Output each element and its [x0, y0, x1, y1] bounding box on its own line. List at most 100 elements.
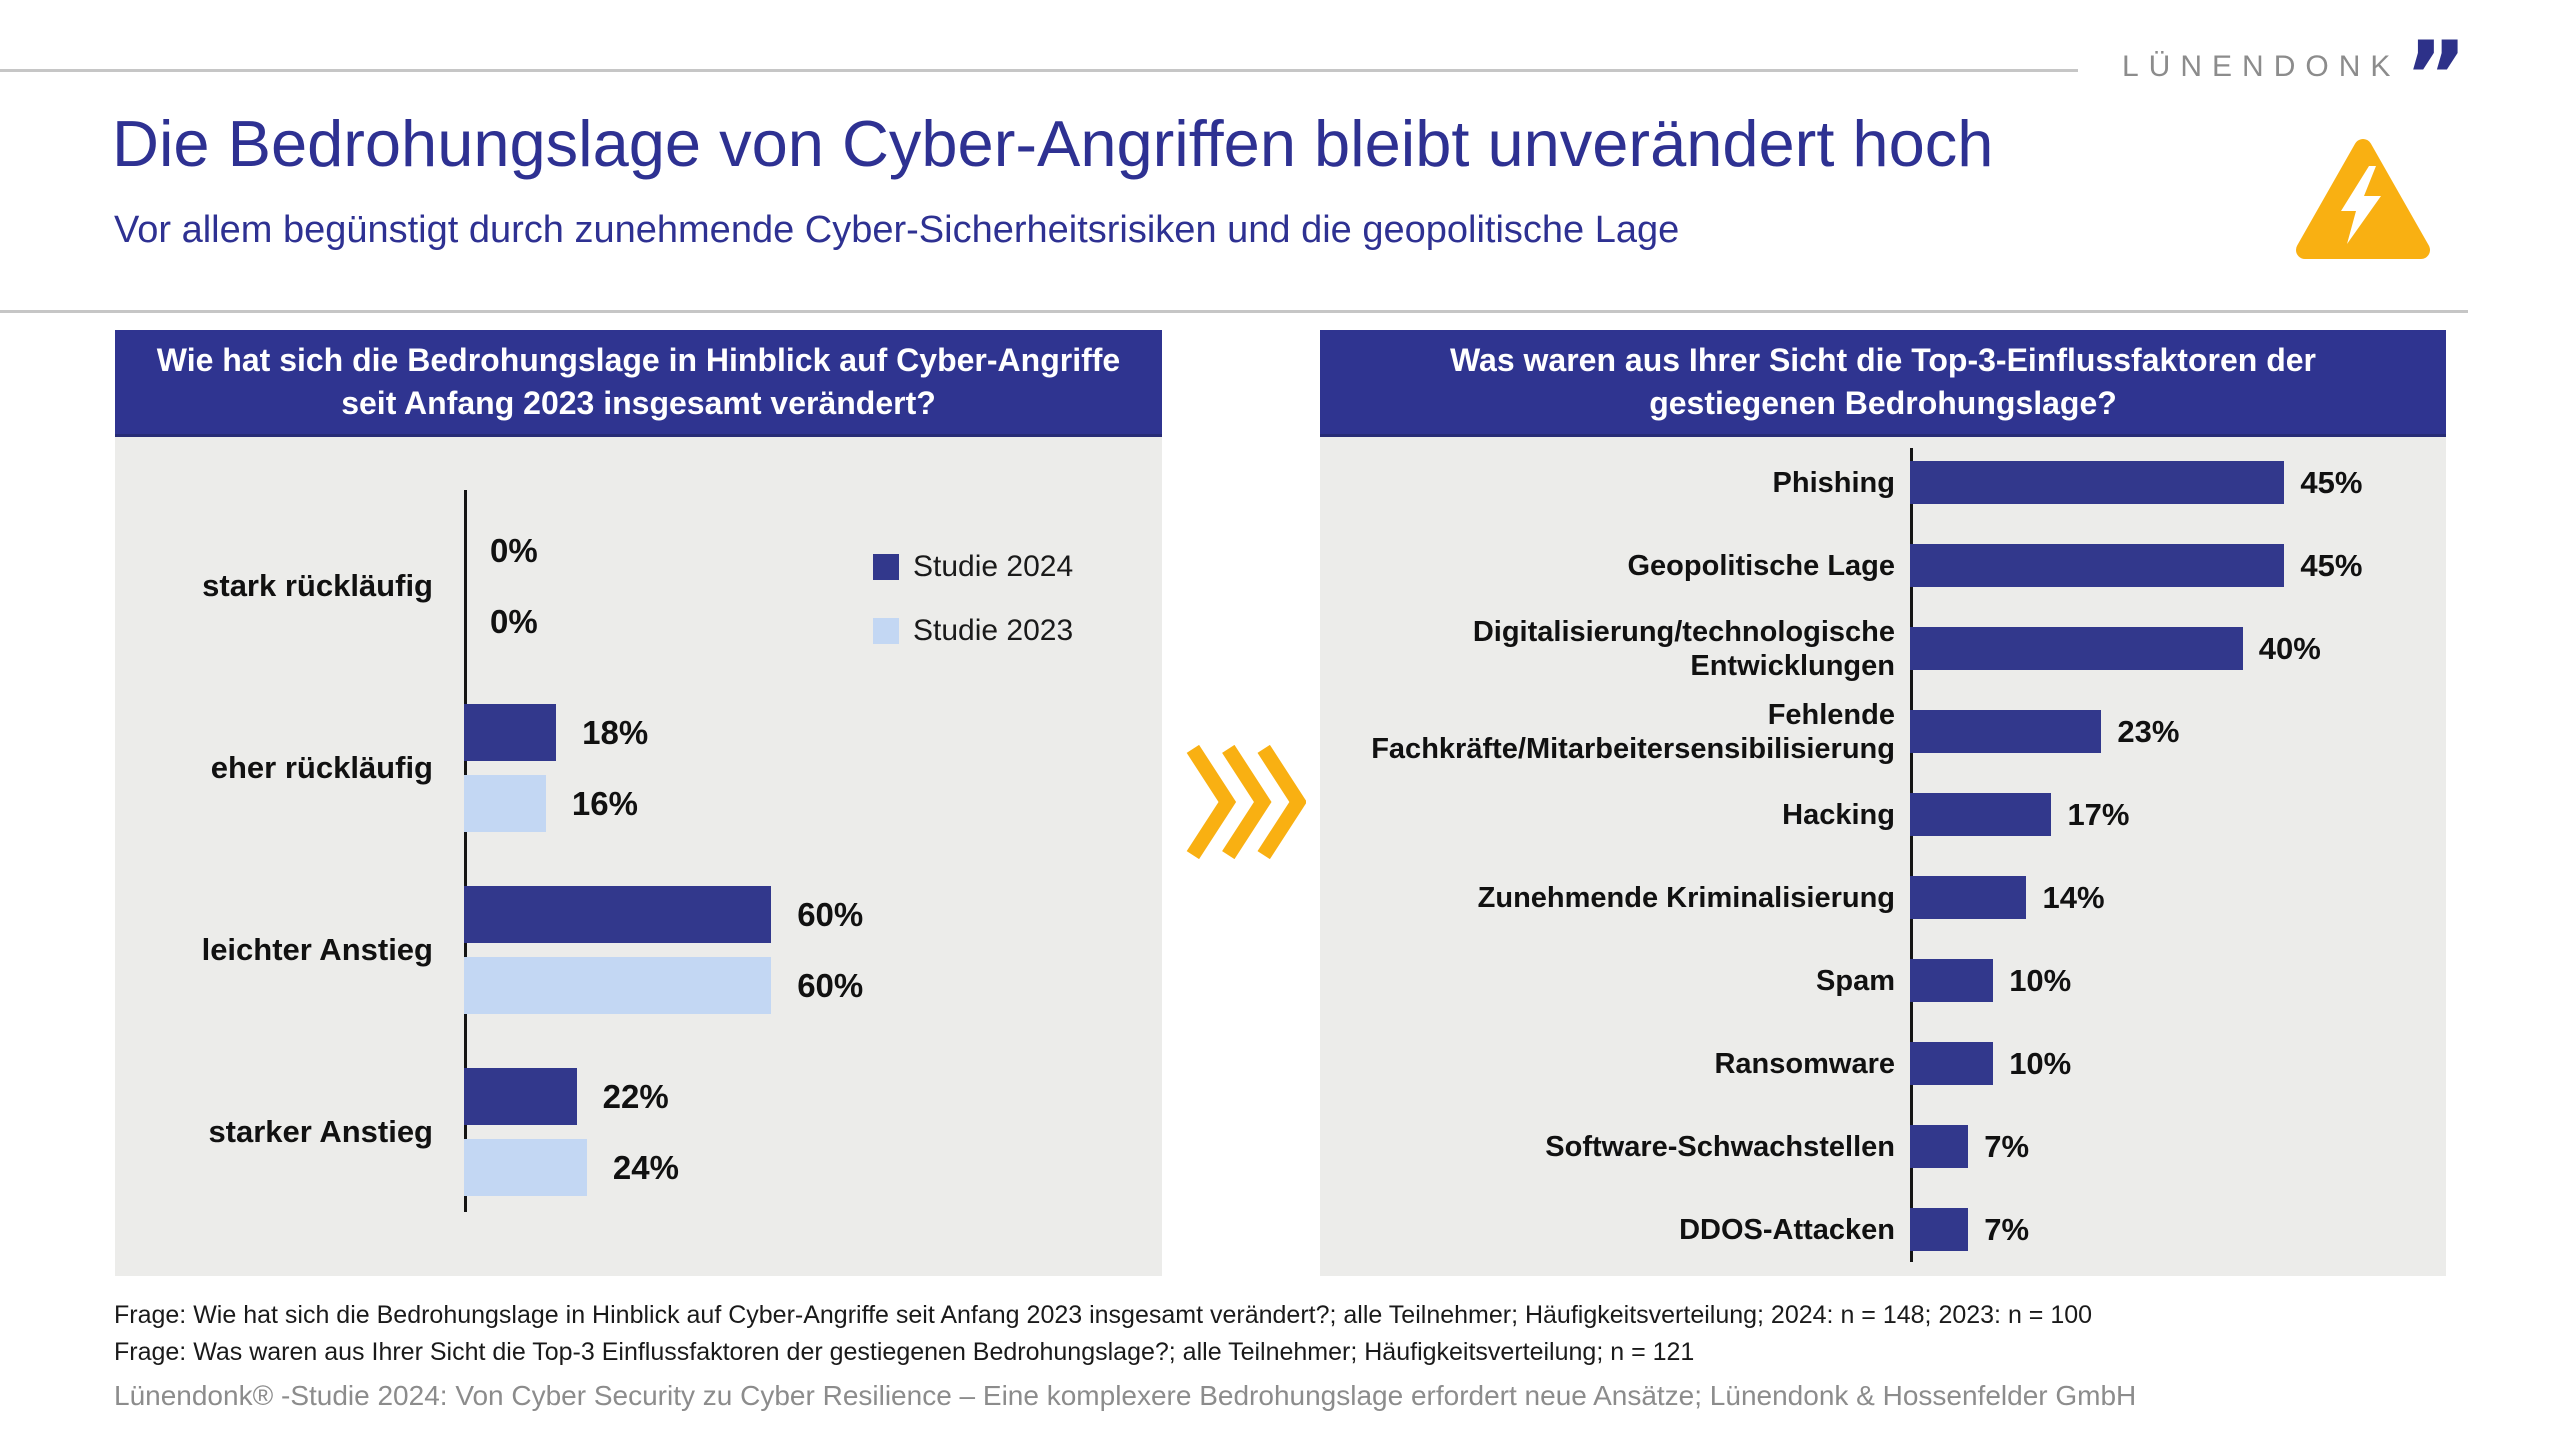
- right-bar-line: 23%: [1910, 710, 2179, 753]
- right-chart-row: Geopolitische Lage 45%: [1320, 524, 2446, 607]
- bar-17%: [1910, 793, 2052, 836]
- legend-label-2024: Studie 2024: [913, 550, 1074, 583]
- right-category-label: Phishing: [1772, 466, 1895, 499]
- right-chart-row: DDOS-Attacken 7%: [1320, 1188, 2446, 1271]
- left-category-label: stark rückläufig: [202, 568, 433, 603]
- left-chart-row: leichter Anstieg 60% 60%: [115, 859, 1162, 1041]
- left-chart-rows: stark rückläufig 0% 0% eher rückläufig 18% 16…: [115, 495, 1162, 1223]
- left-chart-row: eher rückläufig 18% 16%: [115, 677, 1162, 859]
- right-category-label: Ransomware: [1714, 1047, 1895, 1080]
- right-bar-line: 17%: [1910, 793, 2129, 836]
- left-category-label: eher rückläufig: [210, 750, 433, 785]
- bar-studie-2024: [464, 1068, 577, 1125]
- legend-swatch-2023: [873, 618, 899, 644]
- left-value-label: 18%: [582, 713, 649, 751]
- bar-45%: [1910, 461, 2285, 504]
- right-chart-row: Software-Schwachstellen 7%: [1320, 1105, 2446, 1188]
- bar-studie-2023: [464, 1139, 587, 1196]
- left-bar-line: 0%: [464, 593, 538, 650]
- right-chart-row: Fehlende Fachkräfte/Mitarbeitersensibili…: [1320, 690, 2446, 773]
- right-chart-row: Digitalisierung/technologische Entwicklu…: [1320, 607, 2446, 690]
- right-category-label: Digitalisierung/technologische Entwicklu…: [1472, 615, 1895, 682]
- right-value-label: 7%: [1984, 1128, 2030, 1164]
- right-category-label: Zunehmende Kriminalisierung: [1477, 881, 1895, 914]
- left-chart-row: stark rückläufig 0% 0%: [115, 495, 1162, 677]
- legend: Studie 2024 Studie 2023: [873, 550, 1074, 647]
- right-bar-line: 45%: [1910, 461, 2362, 504]
- legend-label-2023: Studie 2023: [913, 614, 1074, 647]
- right-bar-line: 7%: [1910, 1208, 2029, 1251]
- left-value-label: 0%: [490, 602, 538, 640]
- right-chart-axis: [1910, 448, 1913, 1262]
- bar-14%: [1910, 876, 2027, 919]
- logo: LÜNENDONK ”: [2122, 29, 2467, 124]
- right-chart-row: Zunehmende Kriminalisierung 14%: [1320, 856, 2446, 939]
- left-value-label: 16%: [571, 784, 638, 822]
- right-value-label: 45%: [2300, 547, 2363, 583]
- left-bar-line: 18%: [464, 704, 648, 761]
- footnote-question-1: Frage: Wie hat sich die Bedrohungslage i…: [114, 1301, 2093, 1329]
- source-line: Lünendonk® -Studie 2024: Von Cyber Secur…: [114, 1380, 2137, 1411]
- right-bar-line: 45%: [1910, 544, 2362, 587]
- left-chart-panel: [115, 437, 1162, 1276]
- left-value-label: 0%: [490, 531, 538, 569]
- left-bar-pair: 18% 16%: [464, 704, 648, 832]
- left-category-label: leichter Anstieg: [201, 932, 433, 967]
- right-category-label: Fehlende Fachkräfte/Mitarbeitersensibili…: [1371, 698, 1895, 765]
- left-bar-line: 22%: [464, 1068, 679, 1125]
- right-value-label: 45%: [2300, 464, 2363, 500]
- slide-title: Die Bedrohungslage von Cyber-Angriffen b…: [112, 107, 1994, 180]
- legend-item-studie-2024: Studie 2024: [873, 550, 1074, 583]
- right-category-label: Software-Schwachstellen: [1545, 1130, 1895, 1163]
- left-chart-row: starker Anstieg 22% 24%: [115, 1041, 1162, 1223]
- right-category-label: Geopolitische Lage: [1627, 549, 1896, 582]
- bar-23%: [1910, 710, 2102, 753]
- left-bar-line: 60%: [464, 886, 863, 943]
- left-bar-pair: 60% 60%: [464, 886, 863, 1014]
- bar-40%: [1910, 627, 2243, 670]
- right-chart-row: Ransomware 10%: [1320, 1022, 2446, 1105]
- right-bar-line: 10%: [1910, 1042, 2071, 1085]
- footnotes: Frage: Wie hat sich die Bedrohungslage i…: [114, 1297, 2092, 1371]
- header-divider-line: [0, 310, 2468, 313]
- right-value-label: 17%: [2067, 796, 2130, 832]
- left-bar-line: 0%: [464, 522, 538, 579]
- right-value-label: 10%: [2009, 962, 2072, 998]
- left-value-label: 24%: [612, 1148, 679, 1186]
- right-bar-line: 10%: [1910, 959, 2071, 1002]
- left-value-label: 22%: [602, 1077, 669, 1115]
- left-category-label: starker Anstieg: [208, 1114, 433, 1149]
- bar-10%: [1910, 959, 1994, 1002]
- left-chart-title: Wie hat sich die Bedrohungslage in Hinbl…: [115, 330, 1162, 437]
- bar-7%: [1910, 1125, 1969, 1168]
- legend-swatch-2024: [873, 554, 899, 580]
- right-chart-row: Phishing 45%: [1320, 441, 2446, 524]
- left-bar-pair: 22% 24%: [464, 1068, 679, 1196]
- slide-subtitle: Vor allem begünstigt durch zunehmende Cy…: [114, 209, 1680, 251]
- right-bar-line: 14%: [1910, 876, 2105, 919]
- right-value-label: 14%: [2042, 879, 2105, 915]
- bar-10%: [1910, 1042, 1994, 1085]
- bar-studie-2023: [464, 957, 772, 1014]
- right-bar-line: 7%: [1910, 1125, 2029, 1168]
- left-bar-line: 16%: [464, 775, 648, 832]
- right-chart-rows: Phishing 45% Geopolitische Lage 45% Digitali…: [1320, 441, 2446, 1271]
- bar-45%: [1910, 544, 2285, 587]
- legend-item-studie-2023: Studie 2023: [873, 614, 1074, 647]
- left-bar-line: 24%: [464, 1139, 679, 1196]
- warning-lightning-icon: [2296, 139, 2430, 259]
- bar-studie-2024: [464, 704, 557, 761]
- triple-chevron-icon: [1186, 745, 1306, 859]
- right-value-label: 23%: [2117, 713, 2180, 749]
- right-chart-row: Spam 10%: [1320, 939, 2446, 1022]
- right-category-label: DDOS-Attacken: [1679, 1213, 1895, 1246]
- right-value-label: 40%: [2258, 630, 2321, 666]
- bar-7%: [1910, 1208, 1969, 1251]
- bar-studie-2024: [464, 886, 772, 943]
- right-chart-title: Was waren aus Ihrer Sicht die Top-3-Einf…: [1320, 330, 2446, 437]
- right-value-label: 10%: [2009, 1045, 2072, 1081]
- right-value-label: 7%: [1984, 1211, 2030, 1247]
- logo-text: LÜNENDONK: [2122, 50, 2401, 83]
- bar-studie-2023: [464, 775, 546, 832]
